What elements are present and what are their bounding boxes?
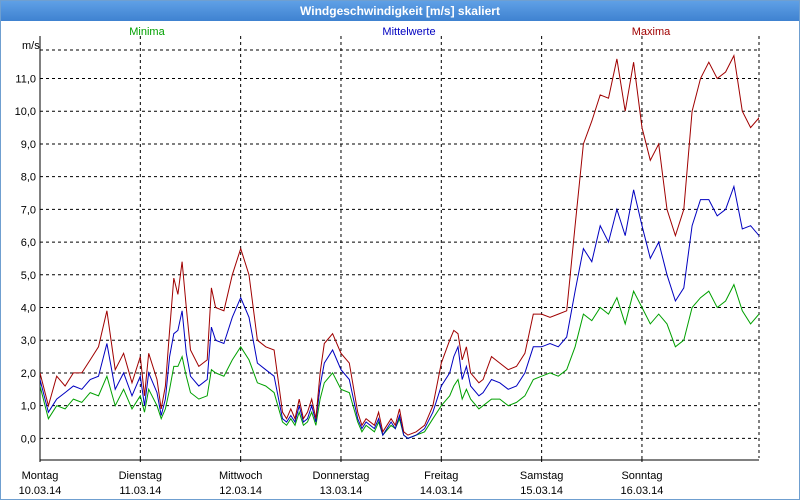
legend-maxima: Maxima <box>632 26 671 38</box>
x-tick-label-date: 10.03.14 <box>19 485 62 497</box>
legend-minima: Minima <box>129 26 165 38</box>
y-tick-label: 0,0 <box>21 433 36 445</box>
y-tick-label: 9,0 <box>21 139 36 151</box>
legend-mittelwerte: Mittelwerte <box>382 26 435 38</box>
x-tick-label-weekday: Donnerstag <box>313 470 370 482</box>
y-tick-label: 11,0 <box>15 74 36 86</box>
y-tick-label: 1,0 <box>21 401 36 413</box>
y-tick-label: 4,0 <box>21 303 36 315</box>
y-axis-label: m/s <box>22 40 40 52</box>
x-tick-label-weekday: Sonntag <box>621 470 662 482</box>
chart-grid <box>40 36 760 458</box>
chart-labels: 0,0 1,0 2,0 3,0 4,0 5,0 6,0 7,0 8,0 9,0 10,0 11,0 Mo… <box>15 74 664 497</box>
x-tick-label-weekday: Freitag <box>424 470 458 482</box>
x-tick-label-date: 12.03.14 <box>219 485 262 497</box>
x-tick-label-date: 14.03.14 <box>420 485 463 497</box>
series-line-mittelwerte <box>40 184 759 439</box>
window-title: Windgeschwindigkeit [m/s] skaliert <box>1 1 799 21</box>
chart-series <box>40 53 759 439</box>
x-tick-label-weekday: Samstag <box>520 470 563 482</box>
y-tick-label: 5,0 <box>21 270 36 282</box>
x-tick-label-weekday: Dienstag <box>119 470 162 482</box>
y-tick-label: 7,0 <box>21 204 36 216</box>
y-tick-label: 8,0 <box>21 172 36 184</box>
series-line-minima <box>40 283 759 439</box>
y-tick-label: 2,0 <box>21 368 36 380</box>
x-tick-label-date: 16.03.14 <box>621 485 664 497</box>
chart-axes <box>39 36 759 462</box>
x-tick-label-weekday: Mittwoch <box>219 470 262 482</box>
x-tick-label-weekday: Montag <box>22 470 59 482</box>
y-tick-label: 10,0 <box>15 106 36 118</box>
series-line-maxima <box>40 53 759 436</box>
x-tick-label-date: 15.03.14 <box>520 485 563 497</box>
x-tick-label-date: 11.03.14 <box>119 485 161 497</box>
y-tick-label: 3,0 <box>21 335 36 347</box>
y-tick-label: 6,0 <box>21 237 36 249</box>
x-tick-label-date: 13.03.14 <box>320 485 363 497</box>
